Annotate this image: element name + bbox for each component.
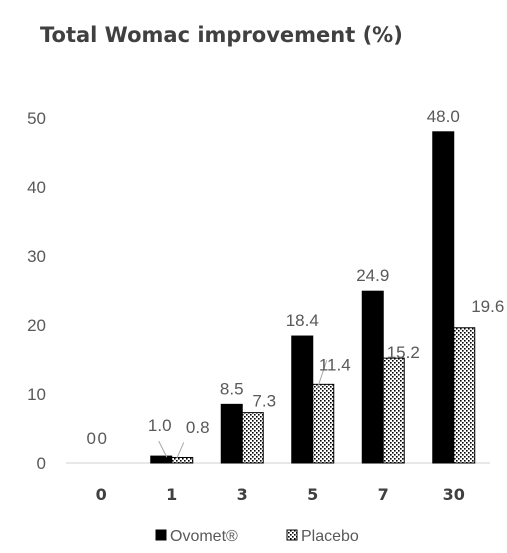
legend-swatch-ovomet (155, 529, 167, 541)
data-label-placebo: 0 (98, 429, 107, 448)
data-label-ovomet: 8.5 (220, 379, 244, 398)
bar-ovomet (361, 290, 384, 464)
bar-ovomet (150, 455, 173, 464)
y-tick-label: 40 (27, 178, 46, 197)
plot-area (150, 131, 476, 464)
x-tick-label: 0 (96, 485, 107, 504)
x-tick-label: 7 (378, 485, 389, 504)
data-label-ovomet: 24.9 (356, 266, 389, 285)
y-tick-label: 10 (27, 385, 46, 404)
x-tick-label: 3 (237, 485, 248, 504)
bar-placebo (312, 383, 335, 464)
data-label-ovomet: 1.0 (148, 416, 172, 435)
data-label-placebo: 11.4 (319, 355, 351, 374)
data-label-placebo: 0.8 (186, 418, 210, 437)
y-tick-label: 30 (27, 247, 46, 266)
bar-placebo (453, 327, 476, 464)
x-tick-label: 30 (443, 485, 465, 504)
x-tick-label: 1 (166, 485, 177, 504)
bar-placebo (171, 456, 194, 464)
data-label-ovomet: 48.0 (427, 107, 460, 126)
legend-label-placebo: Placebo (301, 528, 359, 545)
bar-ovomet (291, 335, 314, 464)
data-labels: 0 1.0 8.5 18.4 24.9 48.0 0 0.8 7.3 11.4 15.2 19.6 (87, 107, 505, 448)
legend: Ovomet® Placebo (155, 528, 359, 545)
data-label-placebo: 7.3 (252, 392, 276, 411)
y-tick-label: 0 (37, 454, 46, 473)
x-tick-label: 5 (307, 485, 318, 504)
x-axis: 0 1 3 5 7 30 (96, 485, 465, 504)
data-label-placebo: 19.6 (471, 297, 504, 316)
bar-placebo (382, 357, 405, 464)
bar-placebo (241, 412, 264, 464)
leader-line (176, 442, 185, 459)
bar-ovomet (432, 131, 455, 464)
y-tick-label: 20 (27, 316, 46, 335)
y-tick-label: 50 (27, 109, 46, 128)
chart-title: Total Womac improvement (%) (40, 23, 403, 47)
y-axis: 0 10 20 30 40 50 (27, 109, 46, 473)
leader-line (316, 360, 328, 391)
data-label-ovomet: 0 (87, 429, 96, 448)
leader-line (158, 440, 168, 458)
data-label-placebo: 15.2 (387, 343, 420, 362)
data-label-ovomet: 18.4 (286, 311, 319, 330)
legend-swatch-placebo (286, 529, 298, 541)
legend-label-ovomet: Ovomet® (170, 528, 238, 545)
bar-ovomet (220, 403, 243, 464)
leader-lines (158, 360, 328, 459)
